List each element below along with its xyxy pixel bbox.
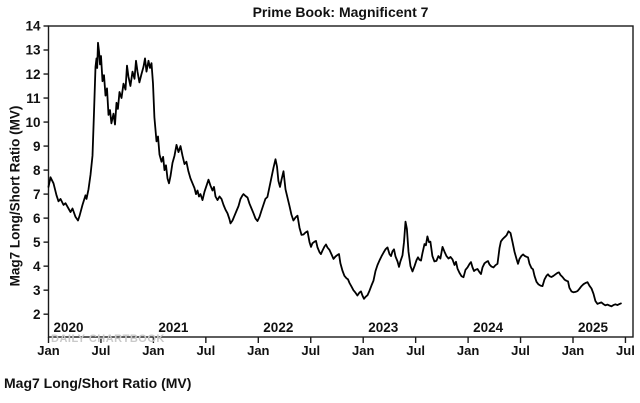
x-year-label: 2021 [158,320,189,335]
y-tick-label: 4 [33,259,41,274]
x-year-label: 2020 [54,320,84,335]
y-tick-label: 14 [25,19,41,34]
y-tick-label: 9 [33,139,41,154]
plot-border [47,25,634,338]
x-month-label: Jul [616,343,635,358]
x-month-label: Jan [247,343,269,358]
x-month-label: Jul [92,343,111,358]
series-line [47,41,622,308]
x-year-label: 2024 [473,320,504,335]
x-month-label: Jul [301,343,320,358]
y-tick-label: 5 [33,235,41,250]
y-tick-label: 12 [25,67,40,82]
x-month-label: Jul [196,343,215,358]
x-year-label: 2025 [578,320,609,335]
x-month-label: Jul [406,343,425,358]
y-tick-label: 2 [33,307,41,322]
y-tick-label: 11 [26,91,41,106]
x-month-label: Jul [511,343,530,358]
x-month-label: Jan [352,343,374,358]
x-month-label: Jan [562,343,584,358]
chart-title: Prime Book: Magnificent 7 [252,4,429,20]
x-month-label: Jan [37,343,59,358]
x-year-label: 2022 [263,320,293,335]
x-month-label: Jan [142,343,164,358]
x-month-label: Jan [457,343,479,358]
watermark: DAILY CHARTBOOK [51,333,165,345]
y-tick-label: 6 [33,211,41,226]
y-tick-label: 8 [33,163,41,178]
y-tick-label: 13 [25,43,41,58]
y-tick-label: 10 [25,115,40,130]
y-tick-label: 3 [33,283,41,298]
footer-label: Mag7 Long/Short Ratio (MV) [4,375,192,391]
y-tick-label: 7 [33,187,41,202]
x-year-label: 2023 [368,320,399,335]
